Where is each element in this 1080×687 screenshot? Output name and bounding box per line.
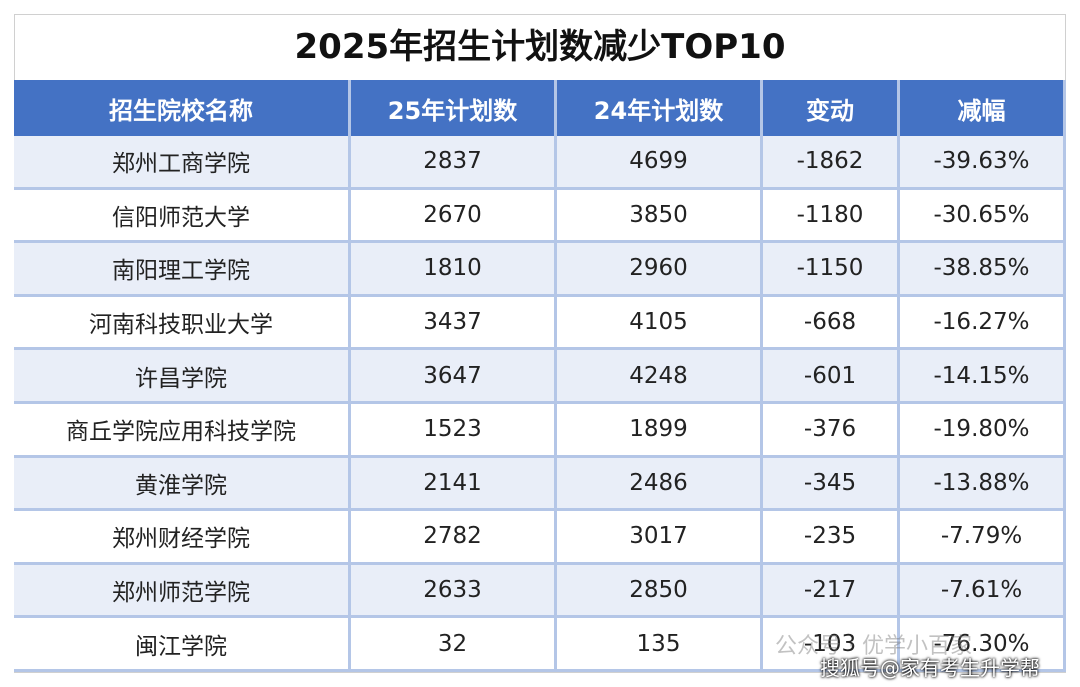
table-cell: 2837: [351, 136, 557, 190]
table-cell: 3850: [557, 189, 763, 244]
table-cell: -668: [763, 296, 900, 351]
table-cell: 2782: [351, 511, 557, 565]
table-cell: -30.65%: [900, 189, 1066, 244]
table-cell: 信阳师范大学: [14, 189, 351, 244]
table-cell: 郑州工商学院: [14, 136, 351, 190]
table-cell: 4248: [557, 350, 763, 404]
table-title: 2025年招生计划数减少TOP10: [294, 27, 786, 67]
table-cell: -217: [763, 564, 900, 619]
table-cell: -1180: [763, 189, 900, 244]
column-header: 变动: [763, 80, 900, 136]
table-cell: 4699: [557, 136, 763, 190]
column-header: 24年计划数: [557, 80, 763, 136]
table-cell: 许昌学院: [14, 350, 351, 404]
table-cell: -376: [763, 404, 900, 458]
table-cell: 3647: [351, 350, 557, 404]
watermark: 公众号 · 优学小百家: [775, 634, 972, 659]
table-cell: -13.88%: [900, 457, 1066, 512]
table-cell: -7.61%: [900, 564, 1066, 619]
table-cell: 商丘学院应用科技学院: [14, 404, 351, 458]
table-cell: 3437: [351, 296, 557, 351]
table-cell: 河南科技职业大学: [14, 296, 351, 351]
table-cell: -19.80%: [900, 404, 1066, 458]
table-cell: -7.79%: [900, 511, 1066, 565]
table-cell: -345: [763, 457, 900, 512]
table-cell: 1899: [557, 404, 763, 458]
table-cell: 南阳理工学院: [14, 243, 351, 297]
table-cell: 135: [557, 618, 763, 672]
table-cell: 闽江学院: [14, 618, 351, 672]
table-cell: -39.63%: [900, 136, 1066, 190]
column-header: 减幅: [900, 80, 1066, 136]
column-header: 招生院校名称: [14, 80, 351, 136]
table-cell: -1150: [763, 243, 900, 297]
table-cell: 郑州师范学院: [14, 564, 351, 619]
table-cell: -103: [763, 618, 900, 672]
table-cell: -601: [763, 350, 900, 404]
table-cell: -235: [763, 511, 900, 565]
table-cell: 4105: [557, 296, 763, 351]
table-cell: 2670: [351, 189, 557, 244]
table-cell: 2141: [351, 457, 557, 512]
watermark: 搜狐号@家有考生升学帮: [820, 656, 1040, 680]
table-cell: -14.15%: [900, 350, 1066, 404]
table-cell: -76.30%: [900, 618, 1066, 672]
table-cell: 3017: [557, 511, 763, 565]
table-cell: 2960: [557, 243, 763, 297]
table-cell: -1862: [763, 136, 900, 190]
table-cell: 郑州财经学院: [14, 511, 351, 565]
table-cell: 1810: [351, 243, 557, 297]
table-cell: -38.85%: [900, 243, 1066, 297]
column-header: 25年计划数: [351, 80, 557, 136]
table-cell: 32: [351, 618, 557, 672]
table-cell: -16.27%: [900, 296, 1066, 351]
table-cell: 2633: [351, 564, 557, 619]
table-cell: 2850: [557, 564, 763, 619]
table-cell: 2486: [557, 457, 763, 512]
table-cell: 1523: [351, 404, 557, 458]
table-cell: 黄淮学院: [14, 457, 351, 512]
